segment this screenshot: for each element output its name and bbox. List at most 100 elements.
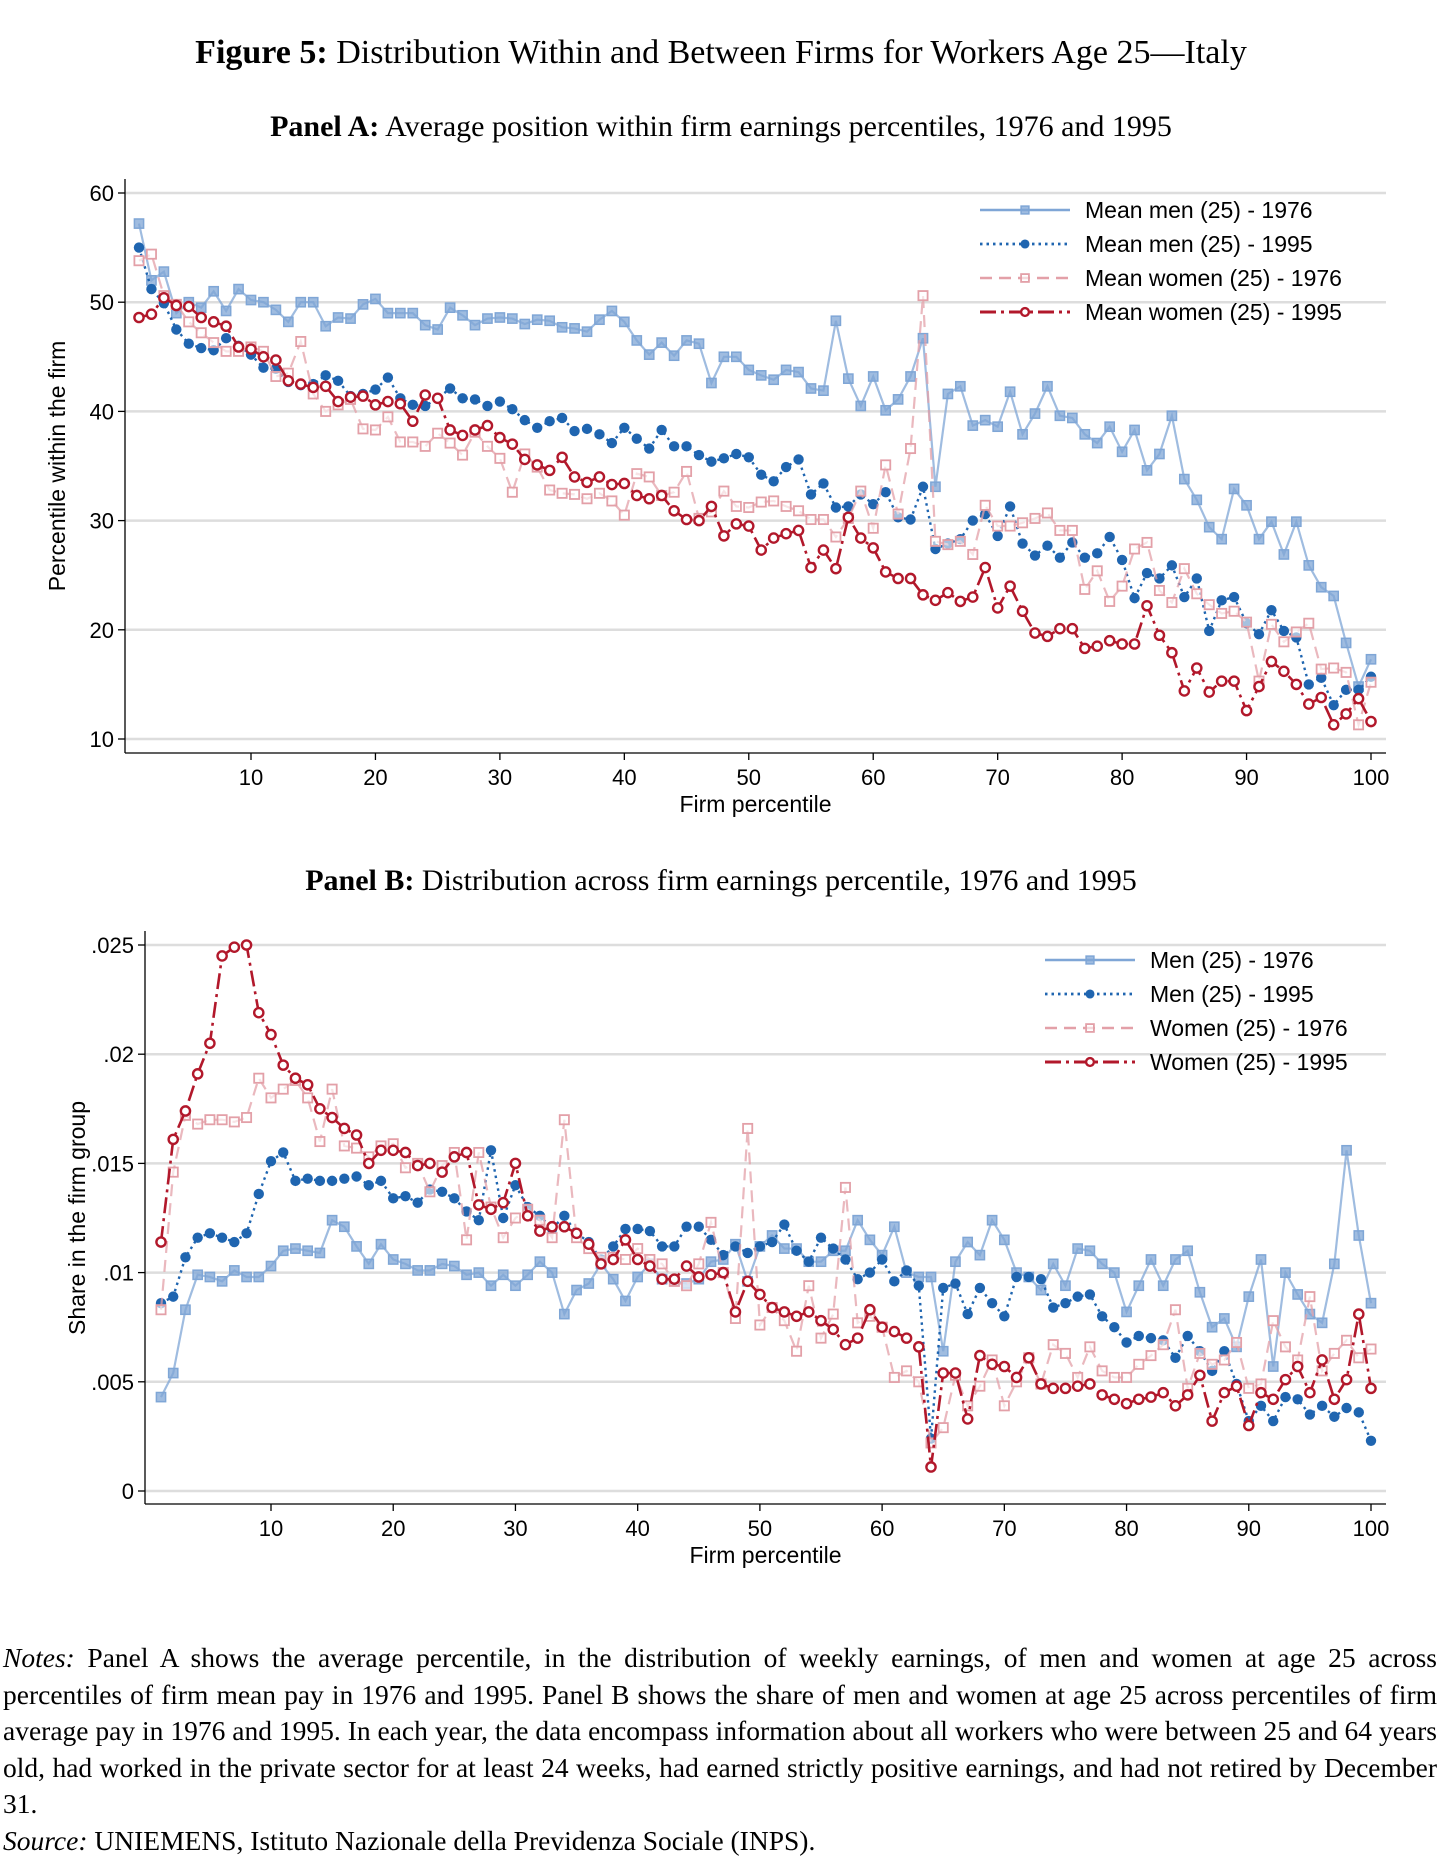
data-point (917, 481, 929, 492)
data-point (668, 504, 680, 517)
data-point (370, 293, 381, 305)
legend-item: Men (25) - 1976 (1045, 947, 1314, 973)
data-point (755, 496, 767, 508)
data-point (419, 319, 431, 331)
data-point (656, 1241, 668, 1252)
data-point (992, 421, 1004, 433)
data-point (497, 1232, 509, 1244)
data-point (1191, 588, 1203, 600)
data-point (1054, 622, 1066, 635)
data-point (394, 307, 406, 319)
series-men-1995 (155, 1145, 1377, 1446)
data-point (457, 309, 468, 321)
data-point (1253, 533, 1265, 545)
data-point (1029, 627, 1041, 639)
data-point (412, 1197, 423, 1208)
data-point (1341, 1144, 1352, 1156)
data-point (1191, 573, 1202, 584)
data-point (192, 1232, 203, 1243)
x-tick-label: 80 (1114, 1516, 1138, 1541)
data-point (472, 1199, 485, 1211)
data-point (593, 487, 605, 499)
data-point (1145, 1391, 1157, 1403)
data-point (1129, 592, 1140, 604)
data-point (1047, 1382, 1060, 1395)
data-point (1104, 421, 1116, 433)
data-point (506, 313, 518, 324)
data-point (436, 1166, 448, 1178)
data-point (510, 1180, 521, 1191)
data-point (793, 505, 805, 517)
data-point (294, 378, 307, 390)
data-point (607, 1273, 619, 1285)
legend-marker (1085, 989, 1095, 999)
y-tick-label: .01 (103, 1261, 134, 1286)
data-point (974, 1380, 986, 1392)
data-point (204, 1271, 216, 1283)
y-tick-label: .015 (91, 1151, 134, 1176)
data-point (655, 489, 668, 502)
data-point (1353, 1230, 1365, 1241)
data-point (791, 1245, 802, 1256)
data-point (743, 452, 754, 463)
data-point (938, 1282, 949, 1294)
data-point (1353, 1407, 1364, 1418)
data-point (559, 1210, 570, 1222)
data-point (400, 1258, 411, 1270)
legend-label: Mean women (25) - 1976 (1085, 265, 1342, 291)
data-point (204, 1037, 216, 1050)
data-point (892, 572, 904, 585)
data-point (179, 1105, 192, 1117)
x-tick-label: 40 (612, 765, 636, 790)
data-point (295, 336, 307, 348)
y-tick-label: 10 (90, 727, 114, 752)
data-point (387, 1254, 399, 1265)
data-point (805, 561, 817, 574)
data-point (1109, 1322, 1120, 1333)
data-point (289, 1072, 302, 1085)
data-point (301, 1078, 314, 1091)
data-point (170, 299, 183, 312)
data-point (1316, 1400, 1328, 1412)
data-point (571, 1284, 582, 1296)
data-point (448, 1151, 461, 1163)
data-point (424, 1186, 436, 1198)
data-point (270, 370, 282, 382)
data-point (146, 283, 157, 295)
data-point (307, 381, 320, 394)
legend-item: Mean women (25) - 1995 (980, 299, 1342, 325)
data-point (582, 1238, 595, 1251)
data-point (253, 1271, 265, 1283)
data-point (320, 320, 332, 332)
data-point (1352, 1308, 1365, 1320)
data-point (1255, 1254, 1267, 1265)
data-point (962, 1236, 974, 1248)
data-point (1141, 599, 1153, 612)
data-point (332, 395, 344, 408)
data-point (1035, 1273, 1047, 1285)
data-point (888, 1221, 900, 1233)
figure-label: Figure 5: (195, 34, 328, 71)
data-point (1029, 512, 1041, 524)
data-point (1084, 1341, 1096, 1353)
source-text: UNIEMENS, Istituto Nazionale della Previ… (87, 1824, 816, 1856)
data-point (1157, 1386, 1170, 1399)
data-point (277, 1083, 289, 1095)
data-point (1328, 662, 1340, 674)
data-point (631, 335, 643, 346)
data-point (618, 509, 630, 521)
y-tick-label: .02 (103, 1042, 134, 1067)
data-point (1194, 1369, 1206, 1382)
data-point (546, 1232, 558, 1244)
data-point (399, 1162, 411, 1174)
data-point (780, 364, 792, 376)
data-point (558, 1308, 570, 1320)
data-point (925, 1437, 937, 1449)
data-point (830, 502, 842, 513)
data-point (706, 456, 717, 467)
data-point (1004, 501, 1016, 512)
data-point (1166, 410, 1178, 422)
x-tick-label: 30 (488, 765, 512, 790)
data-point (1048, 1302, 1059, 1313)
data-point (730, 500, 742, 512)
